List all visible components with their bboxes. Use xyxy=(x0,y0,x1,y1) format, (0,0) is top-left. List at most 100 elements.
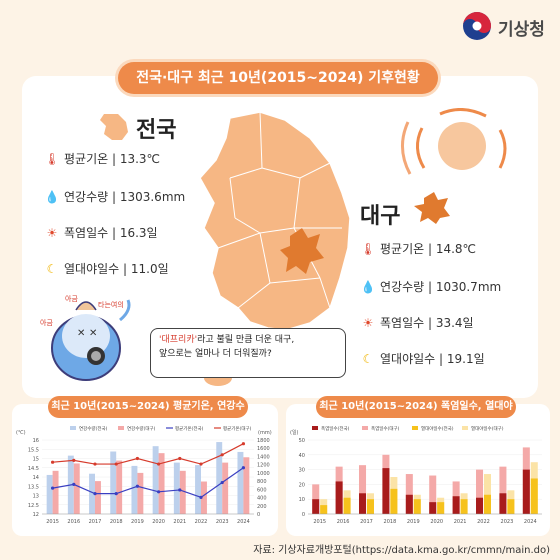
right-axis-unit: (mm) xyxy=(258,430,272,436)
line-point xyxy=(93,492,97,496)
legend-label: 폭염일수(전국) xyxy=(321,425,350,432)
bubble-line-1: '대프리카'라고 불릴 만큼 더운 대구, xyxy=(159,335,295,345)
bar-heat-national xyxy=(312,499,320,514)
x-tick-label: 2020 xyxy=(152,519,165,525)
legend-swatch xyxy=(462,426,468,430)
chart-2-title: 최근 10년(2015~2024) 폭염일수, 열대야일수 xyxy=(316,396,516,434)
x-tick-label: 2024 xyxy=(237,519,250,525)
bar-heat-national xyxy=(382,468,390,514)
line-point xyxy=(157,462,161,466)
sun-icon: ☀ xyxy=(362,316,374,330)
raindrop-icon: 💧 xyxy=(44,190,60,204)
bar-night-national xyxy=(507,499,515,514)
kma-logo: 기상청 xyxy=(462,10,554,42)
x-tick-label: 2019 xyxy=(131,519,144,525)
bar-precip-national xyxy=(46,474,53,514)
bar-heat-daegu xyxy=(359,465,367,514)
left-tick-label: 13.5 xyxy=(28,484,39,490)
right-tick-label: 800 xyxy=(257,479,267,485)
legend-label: 열대야일수(전국) xyxy=(421,425,454,432)
bar-precip-national xyxy=(110,451,117,514)
x-tick-label: 2017 xyxy=(360,519,373,525)
y-tick-label: 0 xyxy=(302,512,305,518)
legend-label: 폭염일수(대구) xyxy=(371,425,400,432)
chart-temp-precip: (℃) (mm) 12 12.5 13 13.5 14 14.5 15 15.5 16 0 200 400… xyxy=(16,425,272,525)
bar-precip-daegu xyxy=(222,462,229,514)
moon-icon: ☾ xyxy=(46,262,58,276)
x-tick-label: 2015 xyxy=(46,519,59,525)
thermometer-icon: 🌡 xyxy=(360,242,376,256)
legend-swatch xyxy=(118,426,124,430)
y-tick-label: 30 xyxy=(299,468,305,474)
bar-night-national xyxy=(366,499,374,514)
right-tick-label: 200 xyxy=(257,504,267,510)
line-point xyxy=(178,488,182,492)
daegu-region-icon xyxy=(280,228,324,274)
bar-precip-daegu xyxy=(52,470,59,514)
bar-heat-daegu xyxy=(476,469,484,514)
line-point xyxy=(199,495,203,499)
legend-label: 평균기온(대구) xyxy=(223,425,252,432)
line-point xyxy=(72,458,76,462)
sun-icon: ☀ xyxy=(46,226,58,240)
right-tick-label: 1000 xyxy=(257,471,270,477)
right-tick-label: 1800 xyxy=(257,438,270,444)
line-series-2 xyxy=(52,467,244,499)
line-point xyxy=(51,460,55,464)
daegu-stat-night: ☾ 열대야일수 | 19.1일 xyxy=(360,350,485,367)
daegu-stat-temp: 🌡 평균기온 | 14.8℃ xyxy=(360,242,477,256)
national-stat-temp: 🌡 평균기온 | 13.3℃ xyxy=(44,152,161,166)
moon-icon: ☾ xyxy=(362,352,374,366)
line-point xyxy=(93,462,97,466)
x-tick-label: 2023 xyxy=(501,519,514,525)
bar-night-national xyxy=(460,499,468,514)
bar-precip-national xyxy=(237,451,244,514)
line-point xyxy=(220,480,224,485)
line-point xyxy=(241,466,245,470)
bar-precip-daegu xyxy=(201,481,207,514)
line-point xyxy=(220,453,224,457)
national-title: 전국 xyxy=(136,118,177,143)
bar-precip-daegu xyxy=(95,481,101,514)
bar-night-national xyxy=(437,502,445,514)
legend-label: 연강수량(대구) xyxy=(127,425,156,432)
bar-heat-national xyxy=(476,497,484,514)
chart-1-title: 최근 10년(2015~2024) 평균기온, 연강수량 xyxy=(48,396,248,434)
bar-heat-daegu xyxy=(499,466,507,514)
x-tick-label: 2016 xyxy=(67,519,80,525)
right-tick-label: 600 xyxy=(257,487,267,493)
bar-night-national xyxy=(483,494,491,514)
left-tick-label: 13 xyxy=(33,494,39,500)
bar-heat-daegu xyxy=(429,475,437,514)
right-tick-label: 400 xyxy=(257,496,267,502)
legend-label: 열대야일수(대구) xyxy=(471,425,504,432)
bar-precip-national xyxy=(173,462,180,514)
national-stat-rain: 💧 연강수량 | 1303.6mm xyxy=(44,190,186,204)
legend-swatch xyxy=(362,426,368,430)
line-point xyxy=(178,456,182,461)
mascot-tag-1: 아금 xyxy=(65,295,78,303)
bar-night-national xyxy=(530,478,538,514)
chart-heat-night: (일) 0 10 20 30 40 50 폭염일수(전국) 폭염일수(대구) 열대야일수(전국) 열… xyxy=(290,425,542,525)
thermometer-icon: 🌡 xyxy=(44,152,60,166)
bar-heat-national xyxy=(359,493,367,514)
x-tick-label: 2022 xyxy=(477,519,490,525)
page-title: 전국·대구 최근 10년(2015~2024) 기후현황 xyxy=(118,62,438,94)
daegu-title: 대구 xyxy=(360,204,401,229)
right-tick-label: 1200 xyxy=(257,463,270,469)
left-tick-label: 15 xyxy=(33,457,39,463)
line-point xyxy=(135,484,139,488)
right-tick-label: 1400 xyxy=(257,454,270,460)
x-tick-label: 2020 xyxy=(430,519,443,525)
left-tick-label: 14 xyxy=(33,475,39,481)
bar-precip-national xyxy=(195,465,201,514)
bar-heat-daegu xyxy=(405,474,413,514)
bar-heat-national xyxy=(405,494,413,514)
bar-night-national xyxy=(320,505,328,514)
svg-text:✕: ✕ xyxy=(77,328,85,339)
bar-precip-national xyxy=(152,446,159,514)
bar-heat-national xyxy=(429,502,437,514)
x-tick-label: 2018 xyxy=(110,519,123,525)
daegu-silhouette-icon xyxy=(414,192,450,224)
x-tick-label: 2017 xyxy=(89,519,102,525)
